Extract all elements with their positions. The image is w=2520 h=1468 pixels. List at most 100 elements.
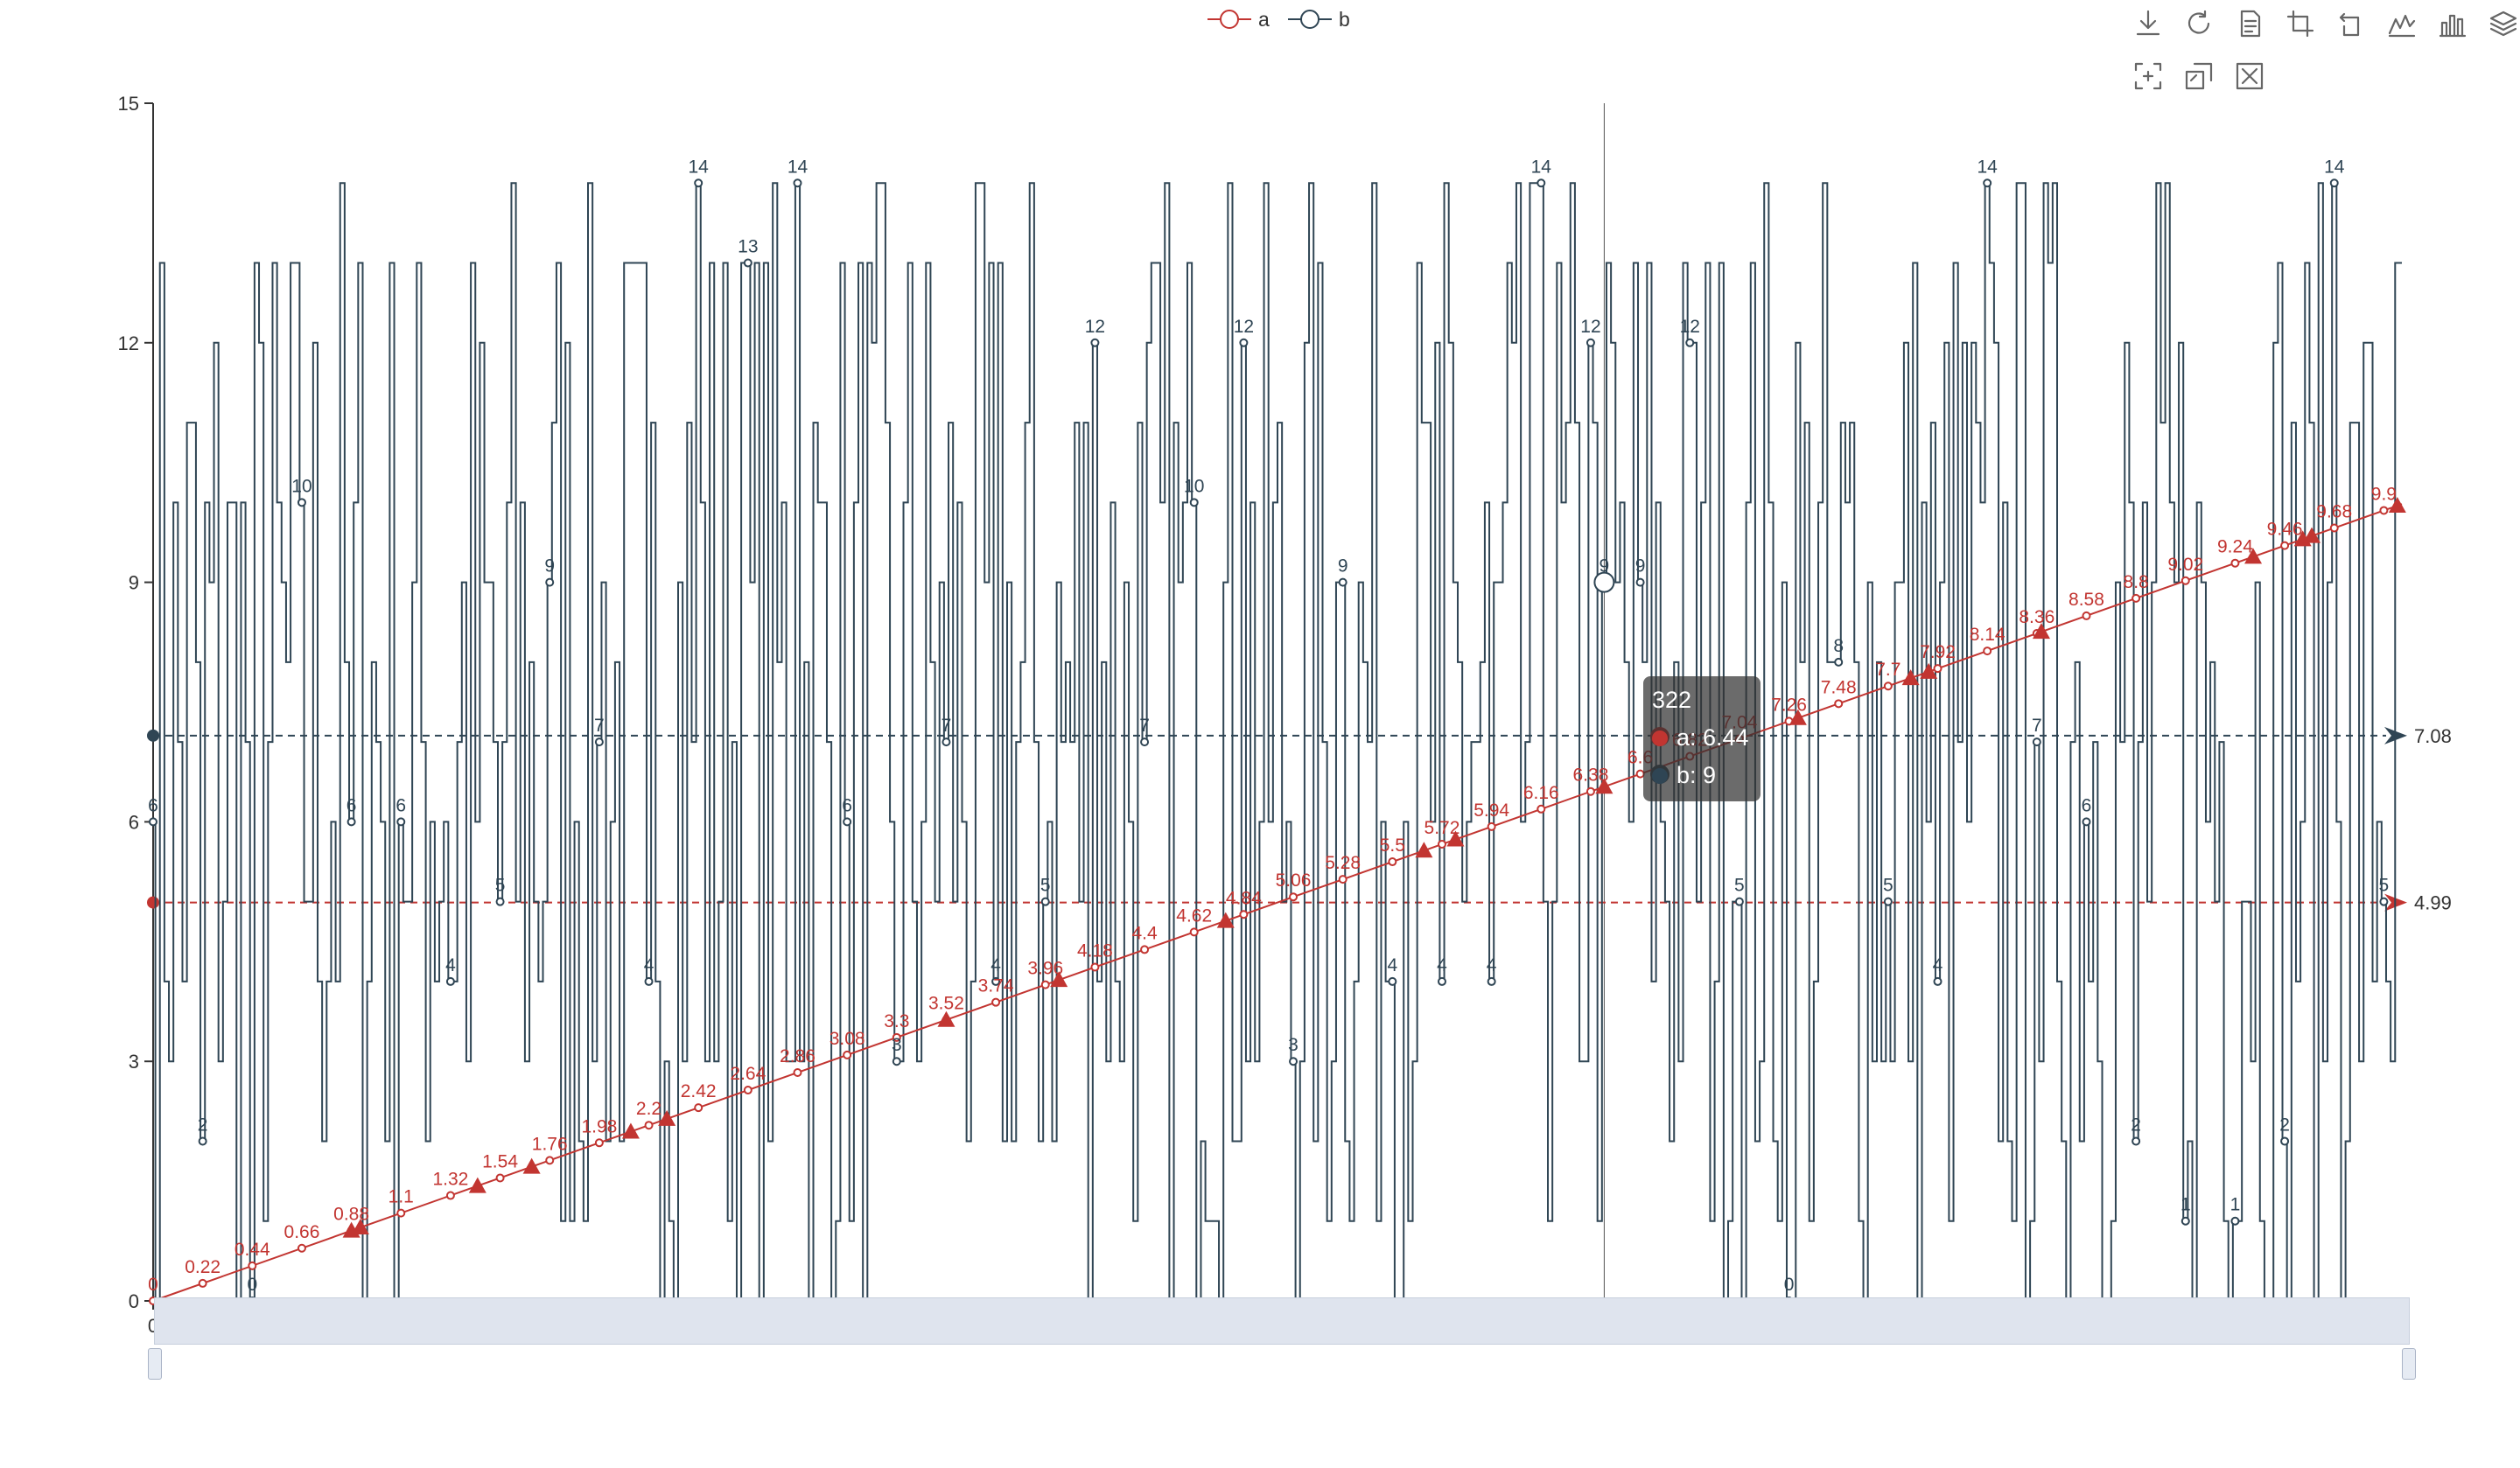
circle-line-icon[interactable] <box>1300 10 1320 29</box>
download-icon[interactable] <box>2133 9 2163 38</box>
series-b-label: 0 <box>1784 1275 1795 1295</box>
legend-label-a[interactable]: a <box>1258 8 1270 31</box>
series-a-point <box>2082 611 2091 620</box>
line-chart-icon[interactable] <box>2387 9 2417 38</box>
y-tick-label: 12 <box>118 332 139 354</box>
series-b-point <box>1338 577 1348 587</box>
tooltip-label-a: a: 6.44 <box>1676 724 1749 751</box>
mark-line-label-b: 7.08 <box>2414 725 2452 747</box>
series-a-triangle-mark <box>468 1177 486 1193</box>
series-a-label: 7.92 <box>1920 642 1956 662</box>
series-b-point <box>1734 897 1744 906</box>
zoom-back-icon[interactable] <box>2184 61 2214 91</box>
mark-points <box>342 496 2406 1238</box>
series-b-point <box>545 577 555 587</box>
mark-line-label-a: 4.99 <box>2414 892 2452 914</box>
series-a-label: 7.7 <box>1875 660 1900 680</box>
series-a-point <box>396 1208 406 1218</box>
series-a-label: 6.16 <box>1523 783 1559 803</box>
series-b-point <box>1388 976 1397 986</box>
series-b-point <box>892 1057 901 1066</box>
series-b-label: 5 <box>1734 876 1745 896</box>
series-a-point <box>1388 857 1397 867</box>
series-b-point <box>396 817 406 827</box>
data-zoom-handle-right[interactable] <box>2402 1348 2416 1380</box>
tooltip-title: 322 <box>1652 687 1692 713</box>
series-a-triangle-mark <box>2244 548 2263 564</box>
y-tick-label: 9 <box>129 572 139 594</box>
series-a-label: 2.2 <box>636 1099 662 1119</box>
series-b-point <box>1685 338 1695 347</box>
series-a-label: 0.22 <box>185 1257 220 1277</box>
series-a-point <box>2180 576 2190 585</box>
series-b-point <box>942 737 951 747</box>
mark-line-start-a <box>147 896 159 909</box>
series-b-label: 4 <box>1437 955 1447 975</box>
tooltip: 322 a: 6.44 b: 9 <box>1643 676 1760 801</box>
series-a-point <box>1289 892 1298 902</box>
series-b-label: 6 <box>396 795 406 815</box>
series-a-point <box>2329 523 2339 533</box>
series-b-label: 14 <box>689 157 710 177</box>
series-a-label: 1.1 <box>388 1187 414 1207</box>
series-b-label: 1 <box>2180 1195 2191 1215</box>
series-a-label: 4.62 <box>1176 905 1212 926</box>
series-b-point <box>1933 976 1942 986</box>
series-a-label: 0.88 <box>333 1205 369 1225</box>
series-a-point <box>1933 664 1942 674</box>
series-b-point <box>1834 657 1844 667</box>
series-b-point <box>1983 178 1992 188</box>
series-b-label: 9 <box>544 556 555 577</box>
series-b-label: 2 <box>2279 1115 2290 1135</box>
restore-icon[interactable] <box>2184 9 2214 38</box>
series-a-point <box>2280 541 2290 550</box>
series-a-point <box>198 1278 207 1288</box>
data-zoom-slider[interactable] <box>154 1297 2410 1345</box>
series-b-label: 4 <box>1487 955 1497 975</box>
series-b-label: 10 <box>291 476 312 496</box>
clear-icon[interactable] <box>2235 61 2264 91</box>
circle-line-icon[interactable] <box>1220 10 1239 29</box>
tooltip-row-a: a: 6.44 <box>1652 724 1752 751</box>
series-a-label: 8.8 <box>2124 572 2149 592</box>
data-zoom-handle-left[interactable] <box>148 1348 162 1380</box>
series-a-label: 9.68 <box>2316 502 2352 522</box>
series-b-dot <box>1652 767 1668 784</box>
line-view-icon[interactable] <box>2286 9 2315 38</box>
series-b-point <box>495 897 505 906</box>
series-b-point <box>445 976 455 986</box>
y-tick-label: 6 <box>129 811 139 833</box>
stack-icon[interactable] <box>2488 9 2518 38</box>
zoom-icon[interactable] <box>2133 61 2163 91</box>
series-b-label: 12 <box>1580 317 1600 337</box>
series-b-label: 6 <box>842 795 852 815</box>
series-a-label: 3.3 <box>884 1011 909 1031</box>
tooltip-row-b: b: 9 <box>1652 762 1752 789</box>
series-a-label: 1.76 <box>532 1134 568 1154</box>
series-a-triangle-mark <box>1446 830 1465 847</box>
series-a-triangle-mark <box>2032 623 2050 640</box>
data-view-icon[interactable] <box>2235 9 2264 38</box>
series-b-point <box>297 498 306 507</box>
series-a-point <box>1189 927 1199 937</box>
series-a-point <box>297 1243 306 1253</box>
series-a-point <box>1140 945 1150 954</box>
series-b-point <box>149 817 158 827</box>
series-b-point <box>1536 178 1546 188</box>
series-a-label: 1.32 <box>432 1170 468 1190</box>
series-a-label: 4.84 <box>1226 888 1262 908</box>
series-a-point <box>892 1032 901 1042</box>
series-a-point <box>1586 786 1595 796</box>
series-a-point <box>248 1261 257 1270</box>
bar-chart-icon[interactable] <box>2438 9 2468 38</box>
series-b-point <box>1239 338 1249 347</box>
series-a-triangle-mark <box>351 1219 369 1235</box>
bar-view-icon[interactable] <box>2336 9 2366 38</box>
series-b-label: 4 <box>1933 955 1943 975</box>
series-b-label: 4 <box>445 955 456 975</box>
series-b-label: 4 <box>644 955 654 975</box>
legend-label-b[interactable]: b <box>1339 8 1350 31</box>
